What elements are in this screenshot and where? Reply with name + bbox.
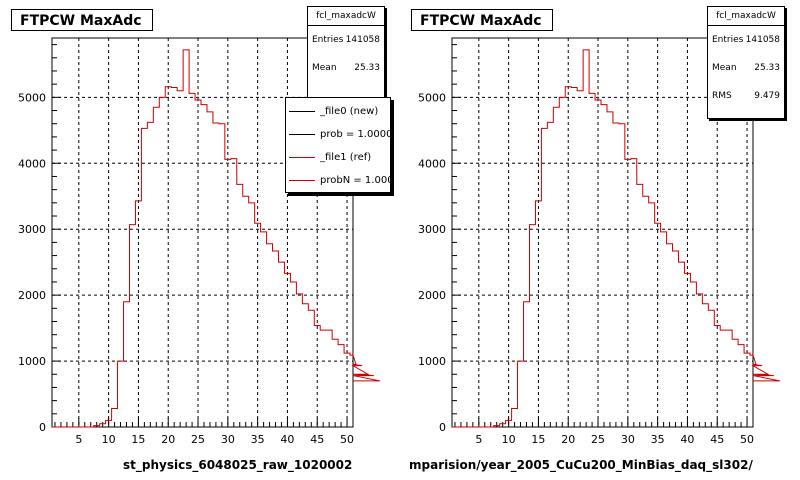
right-x-tick-label-40: 40 — [680, 433, 694, 446]
right-y-tick-label-3000: 3000 — [418, 223, 446, 236]
left-y-tick-label-2000: 2000 — [18, 289, 46, 302]
left-x-axis-label: st_physics_6048025_raw_1020002 — [123, 458, 353, 472]
right-stats-entries-row: Entries 141058 — [708, 26, 784, 54]
left-y-tick-label-1000: 1000 — [18, 355, 46, 368]
legend-label-probn: probN = 1.000000 — [320, 175, 390, 186]
legend-entry-probn: probN = 1.000000 — [286, 169, 390, 192]
left-x-tick-label-45: 45 — [310, 433, 324, 446]
left-y-tick-label-4000: 4000 — [18, 157, 46, 170]
left-stats-mean-value: 25.33 — [354, 63, 380, 73]
left-stats-entries-value: 141058 — [345, 35, 380, 45]
left-x-tick-label-5: 5 — [75, 433, 82, 446]
legend-entry-file1: _file1 (ref) — [286, 146, 390, 169]
right-x-tick-label-50: 50 — [740, 433, 754, 446]
left-y-tick-label-0: 0 — [39, 421, 46, 434]
legend-line-prob — [289, 134, 315, 135]
left-legend: _file0 (new) prob = 1.000000 _file1 (ref… — [285, 97, 391, 193]
right-plot-frame — [451, 37, 754, 428]
left-x-tick-label-40: 40 — [280, 433, 294, 446]
right-stats-mean-row: Mean 25.33 — [708, 54, 784, 82]
right-x-tick-label-35: 35 — [651, 433, 665, 446]
legend-label-prob: prob = 1.000000 — [320, 129, 390, 140]
left-stats-name: fcl_maxadcW — [308, 7, 384, 26]
right-x-tick-label-15: 15 — [531, 433, 545, 446]
left-plot-title: FTPCW MaxAdc — [11, 9, 153, 31]
left-stats-entries-row: Entries 141058 — [308, 26, 384, 54]
left-x-tick-label-30: 30 — [221, 433, 235, 446]
left-x-tick-label-15: 15 — [131, 433, 145, 446]
right-x-tick-label-25: 25 — [591, 433, 605, 446]
right-stats-box: fcl_maxadcW Entries 141058 Mean 25.33 RM… — [707, 6, 785, 119]
right-x-tick-label-30: 30 — [621, 433, 635, 446]
left-y-tick-label-3000: 3000 — [18, 223, 46, 236]
left-stats-box: fcl_maxadcW Entries 141058 Mean 25.33 — [307, 6, 385, 98]
right-x-tick-label-45: 45 — [710, 433, 724, 446]
legend-label-file1: _file1 (ref) — [320, 152, 372, 163]
right-stats-rms-value: 9.479 — [754, 91, 780, 101]
right-stats-rms-row: RMS 9.479 — [708, 82, 784, 110]
right-stats-mean-label: Mean — [712, 63, 737, 73]
right-y-tick-label-0: 0 — [439, 421, 446, 434]
left-x-tick-label-50: 50 — [340, 433, 354, 446]
legend-entry-prob: prob = 1.000000 — [286, 123, 390, 146]
right-y-tick-label-4000: 4000 — [418, 157, 446, 170]
right-stats-entries-label: Entries — [712, 35, 744, 45]
left-stats-mean-label: Mean — [312, 63, 337, 73]
left-x-tick-label-35: 35 — [251, 433, 265, 446]
legend-entry-file0: _file0 (new) — [286, 100, 390, 123]
right-x-tick-label-5: 5 — [475, 433, 482, 446]
right-y-tick-label-1000: 1000 — [418, 355, 446, 368]
right-x-axis-label: mparision/year_2005_CuCu200_MinBias_daq_… — [409, 458, 753, 472]
right-histogram-series-0 — [452, 49, 780, 428]
legend-label-file0: _file0 (new) — [320, 106, 379, 117]
left-stats-entries-label: Entries — [312, 35, 344, 45]
legend-line-probn — [289, 180, 315, 181]
right-stats-entries-value: 141058 — [745, 35, 780, 45]
right-y-tick-label-5000: 5000 — [418, 91, 446, 104]
left-stats-mean-row: Mean 25.33 — [308, 54, 384, 82]
left-x-tick-label-25: 25 — [191, 433, 205, 446]
right-y-tick-label-2000: 2000 — [418, 289, 446, 302]
right-plot-title: FTPCW MaxAdc — [411, 9, 553, 31]
right-stats-mean-value: 25.33 — [754, 63, 780, 73]
right-x-tick-label-20: 20 — [561, 433, 575, 446]
left-histogram-series-0 — [52, 49, 380, 428]
right-stats-rms-label: RMS — [712, 91, 732, 101]
right-x-tick-label-10: 10 — [502, 433, 516, 446]
legend-line-file0 — [289, 111, 315, 112]
right-stats-name: fcl_maxadcW — [708, 7, 784, 26]
legend-line-file1 — [289, 157, 315, 158]
left-x-tick-label-20: 20 — [161, 433, 175, 446]
left-y-tick-label-5000: 5000 — [18, 91, 46, 104]
left-x-tick-label-10: 10 — [102, 433, 116, 446]
